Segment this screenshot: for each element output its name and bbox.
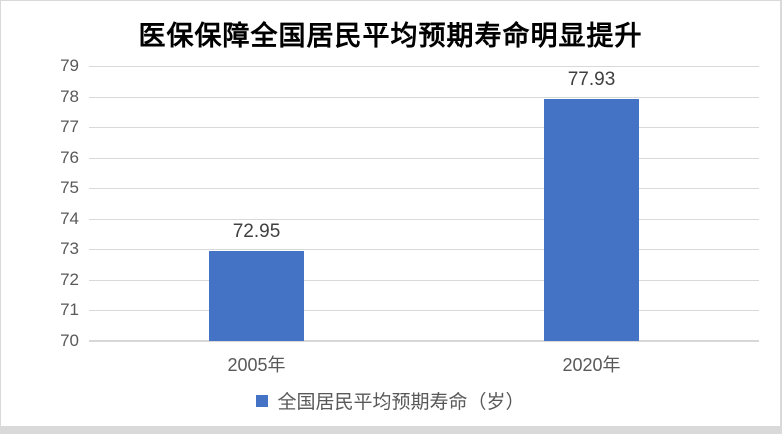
gridline — [89, 249, 759, 251]
value-label-2020年: 77.93 — [567, 68, 616, 90]
legend-marker-icon — [256, 394, 269, 407]
y-axis-tick-label: 74 — [60, 208, 79, 228]
bar-2005年 — [209, 250, 304, 341]
y-axis-tick-label: 72 — [60, 269, 79, 289]
legend-label: 全国居民平均预期寿命（岁） — [277, 392, 525, 413]
y-axis-tick-label: 73 — [60, 239, 79, 259]
chart-title: 医保保障全国居民平均预期寿命明显提升 — [138, 21, 643, 51]
gridline — [89, 66, 759, 67]
legend: 全国居民平均预期寿命（岁） — [1, 387, 780, 414]
plot-area: 70 71 72 73 74 75 76 77 78 79 72.95 77.93 — [60, 56, 759, 350]
y-axis-tick-label: 76 — [60, 147, 79, 167]
value-label-2005年: 72.95 — [232, 220, 281, 242]
gridline — [89, 279, 759, 281]
y-axis-tick-label: 75 — [60, 178, 79, 198]
y-axis-tick-label: 79 — [60, 56, 79, 75]
gridline — [89, 96, 759, 98]
gridline — [89, 310, 759, 312]
y-axis-tick-label: 71 — [60, 300, 79, 320]
x-axis-category-label: 2005年 — [227, 355, 286, 375]
gridline — [89, 157, 759, 159]
bar-2020年 — [544, 98, 639, 341]
gridline — [89, 188, 759, 190]
y-axis-tick-label: 70 — [60, 331, 79, 350]
y-axis-tick-label: 77 — [60, 117, 79, 137]
gridline — [89, 341, 759, 342]
gridline — [89, 127, 759, 129]
gridline — [89, 218, 759, 220]
y-axis-tick-label: 78 — [60, 86, 79, 106]
x-axis-category-label: 2020年 — [562, 355, 621, 375]
